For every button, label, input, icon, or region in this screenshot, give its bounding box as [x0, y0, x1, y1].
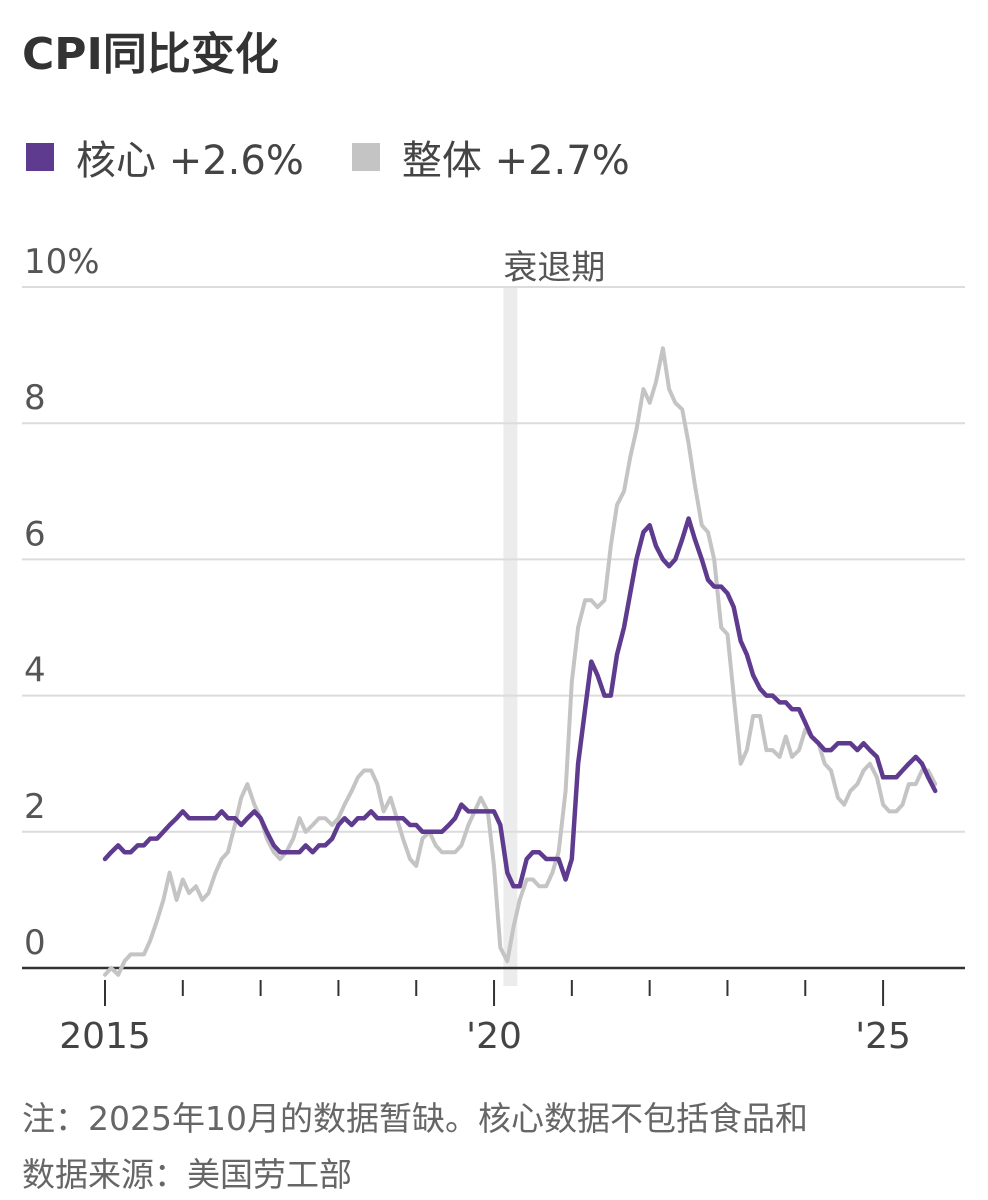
source-note: 数据来源：美国劳工部 — [22, 1155, 352, 1194]
legend-label-headline: 整体 +2.7% — [401, 138, 630, 184]
y-tick-label-0: 0 — [24, 923, 46, 963]
legend-swatch-core — [26, 143, 54, 171]
legend-swatch-headline — [351, 143, 380, 171]
legend: 核心 +2.6% 整体 +2.7% — [26, 128, 678, 186]
recession-label: 衰退期 — [503, 248, 605, 288]
legend-label-core: 核心 +2.6% — [76, 138, 304, 184]
legend-item-headline: 整体 +2.7% — [351, 128, 630, 186]
recession-band — [503, 287, 518, 986]
y-tick-label-2: 2 — [24, 787, 46, 827]
chart-title: CPI同比变化 — [22, 29, 279, 80]
series-line-headline — [103, 346, 938, 977]
x-tick-label-2015: 2015 — [59, 1016, 151, 1057]
y-tick-label-4: 4 — [24, 651, 46, 691]
series-line-core — [102, 516, 938, 889]
footnote: 注：2025年10月的数据暂缺。核心数据不包括食品和 — [22, 1099, 808, 1138]
x-tick-label-2020: '20 — [466, 1016, 522, 1057]
y-tick-label-8: 8 — [24, 378, 46, 418]
y-tick-label-10: 10% — [24, 242, 100, 282]
legend-item-core: 核心 +2.6% — [26, 128, 304, 186]
y-tick-label-6: 6 — [24, 514, 46, 554]
cpi-line-chart: 衰退期 0 2 4 6 8 10% 2015 '20 '25 — [22, 242, 965, 1057]
x-tick-label-2025: '25 — [855, 1016, 911, 1057]
